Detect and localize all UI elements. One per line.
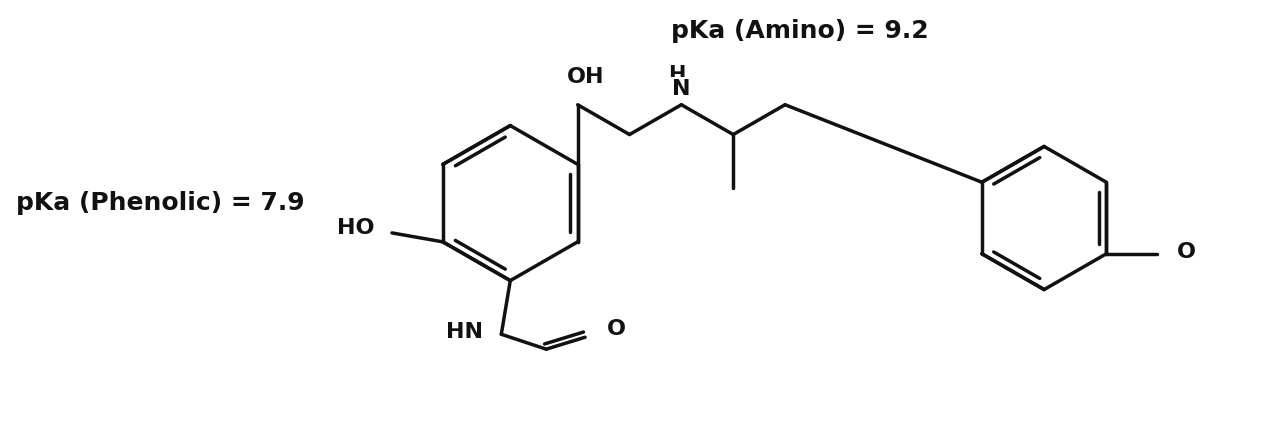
Text: O: O <box>1178 242 1197 262</box>
Text: pKa (Phenolic) = 7.9: pKa (Phenolic) = 7.9 <box>17 191 305 215</box>
Text: H: H <box>668 65 685 85</box>
Text: N: N <box>672 79 691 99</box>
Text: O: O <box>607 319 626 339</box>
Text: HO: HO <box>337 218 374 238</box>
Text: HN: HN <box>447 322 484 342</box>
Text: OH: OH <box>567 67 604 87</box>
Text: pKa (Amino) = 9.2: pKa (Amino) = 9.2 <box>671 19 928 43</box>
